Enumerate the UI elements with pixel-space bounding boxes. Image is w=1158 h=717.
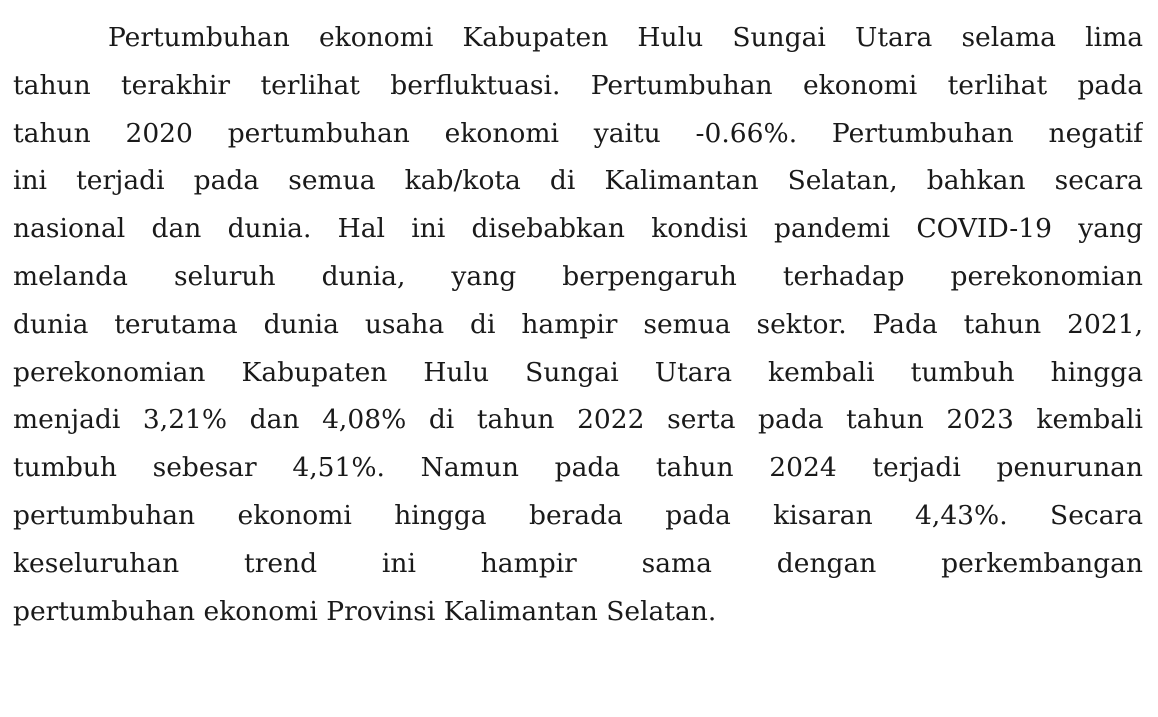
text-line: dunia terutama dunia usaha di hampir sem… [13, 308, 1143, 340]
text-line: ini terjadi pada semua kab/kota di Kalim… [13, 165, 1143, 197]
text-line: tumbuh sebesar 4,51%. Namun pada tahun 2… [13, 452, 1143, 484]
text-line: Pertumbuhan ekonomi Kabupaten Hulu Sunga… [108, 22, 1143, 53]
paragraph: Pertumbuhan ekonomi Kabupaten Hulu Sunga… [13, 14, 1143, 635]
text-line: melanda seluruh dunia, yang berpengaruh … [13, 260, 1143, 292]
text-line: nasional dan dunia. Hal ini disebabkan k… [13, 213, 1143, 245]
text-line: perekonomian Kabupaten Hulu Sungai Utara… [13, 356, 1143, 388]
text-line: keseluruhan trend ini hampir sama dengan… [13, 547, 1143, 579]
text-line: tahun 2020 pertumbuhan ekonomi yaitu -0.… [13, 117, 1143, 149]
text-line: pertumbuhan ekonomi hingga berada pada k… [13, 499, 1143, 531]
text-line: pertumbuhan ekonomi Provinsi Kalimantan … [13, 595, 717, 627]
text-line: menjadi 3,21% dan 4,08% di tahun 2022 se… [13, 404, 1143, 436]
text-line: tahun terakhir terlihat berfluktuasi. Pe… [13, 69, 1143, 101]
